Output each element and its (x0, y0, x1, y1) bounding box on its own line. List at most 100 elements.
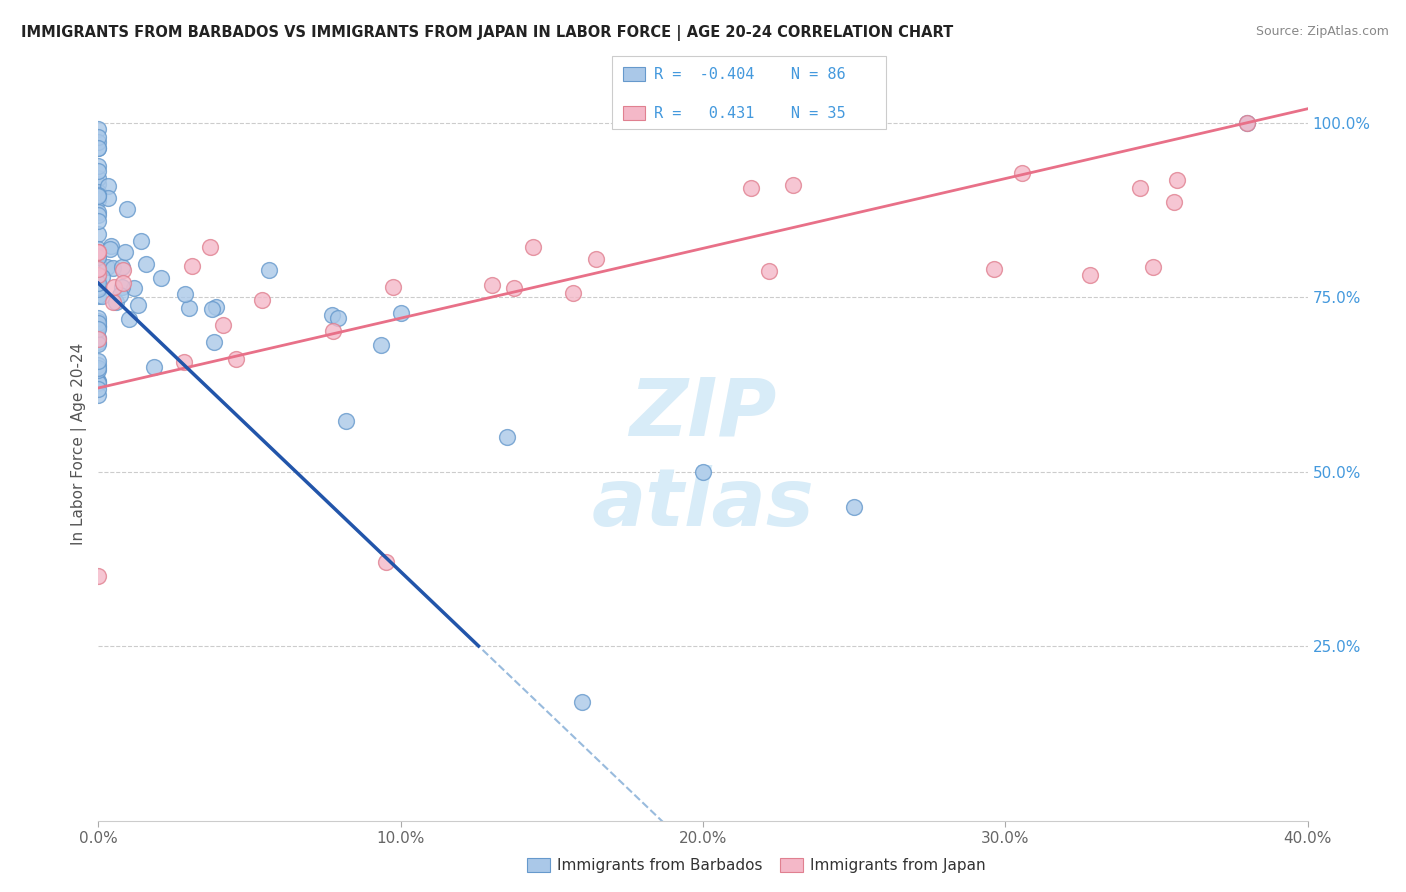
Point (1078, 268, 1101, 283)
Point (129, 235, 152, 249)
Point (87, 205, 110, 219)
Point (322, 324, 344, 338)
Point (87, 213, 110, 227)
Point (180, 259, 202, 273)
Text: IMMIGRANTS FROM BARBADOS VS IMMIGRANTS FROM JAPAN IN LABOR FORCE | AGE 20-24 COR: IMMIGRANTS FROM BARBADOS VS IMMIGRANTS F… (21, 25, 953, 41)
Point (87, 164, 110, 178)
Point (200, 240, 222, 254)
Point (495, 430, 517, 444)
Point (225, 351, 247, 366)
Text: R =  -0.404    N = 86: R = -0.404 N = 86 (654, 67, 845, 81)
Point (87, 382, 110, 396)
Point (103, 261, 125, 276)
Point (87, 208, 110, 222)
Point (96, 260, 118, 274)
Point (87, 170, 110, 185)
Y-axis label: In Labor Force | Age 20-24: In Labor Force | Age 20-24 (72, 343, 87, 545)
Point (87, 268, 110, 283)
Point (1163, 194, 1185, 209)
Point (87, 321, 110, 335)
Point (179, 301, 201, 315)
Point (503, 281, 526, 295)
Point (561, 286, 583, 301)
Point (87, 244, 110, 259)
Point (115, 202, 138, 216)
Point (374, 556, 396, 570)
Point (98, 242, 121, 256)
Point (111, 263, 134, 277)
Point (87, 187, 110, 202)
Point (101, 294, 124, 309)
Point (1236, 116, 1258, 130)
Point (87, 332, 110, 346)
Point (87, 272, 110, 286)
Point (87, 320, 110, 334)
Point (87, 121, 110, 136)
Point (104, 295, 127, 310)
Point (87, 282, 110, 296)
Point (87, 186, 110, 200)
Point (1236, 116, 1258, 130)
Point (87, 314, 110, 328)
Point (91, 270, 114, 285)
Point (114, 245, 136, 260)
Point (87, 135, 110, 149)
Point (87, 375, 110, 389)
Point (758, 264, 780, 278)
Point (87, 193, 110, 207)
Point (87, 337, 110, 351)
Point (321, 309, 343, 323)
Point (87, 244, 110, 259)
Point (1166, 173, 1188, 187)
Point (112, 277, 135, 291)
Point (571, 695, 593, 709)
Point (370, 338, 392, 352)
Point (326, 310, 349, 325)
Point (983, 261, 1005, 276)
Point (87, 141, 110, 155)
Point (1142, 260, 1164, 275)
Point (585, 252, 607, 267)
Point (87, 242, 110, 256)
Point (174, 287, 197, 301)
Point (202, 334, 225, 349)
Point (481, 278, 503, 293)
Text: Immigrants from Japan: Immigrants from Japan (810, 858, 986, 872)
Point (173, 355, 195, 369)
Point (87, 361, 110, 376)
Point (135, 256, 157, 270)
Text: ZIP
atlas: ZIP atlas (592, 375, 814, 543)
Point (122, 281, 145, 295)
Point (382, 280, 405, 294)
Point (201, 302, 224, 317)
Point (142, 359, 165, 374)
Point (87, 245, 110, 260)
Point (844, 500, 866, 514)
Text: Source: ZipAtlas.com: Source: ZipAtlas.com (1256, 25, 1389, 38)
Point (87, 310, 110, 325)
Point (87, 268, 110, 282)
Point (1129, 180, 1152, 194)
Point (87, 177, 110, 191)
Point (87, 354, 110, 368)
Point (87, 388, 110, 402)
Point (87, 335, 110, 350)
Point (1011, 165, 1033, 179)
Point (87, 264, 110, 278)
Point (257, 263, 280, 277)
Point (211, 318, 233, 333)
Point (103, 279, 125, 293)
Point (97, 178, 120, 193)
Point (87, 319, 110, 334)
Point (87, 279, 110, 293)
Point (782, 178, 804, 192)
Point (87, 227, 110, 242)
Point (87, 376, 110, 391)
Point (87, 363, 110, 377)
Point (87, 159, 110, 173)
Point (100, 239, 122, 253)
Point (150, 271, 173, 285)
Point (87, 319, 110, 334)
Point (87, 189, 110, 203)
Point (87, 129, 110, 144)
